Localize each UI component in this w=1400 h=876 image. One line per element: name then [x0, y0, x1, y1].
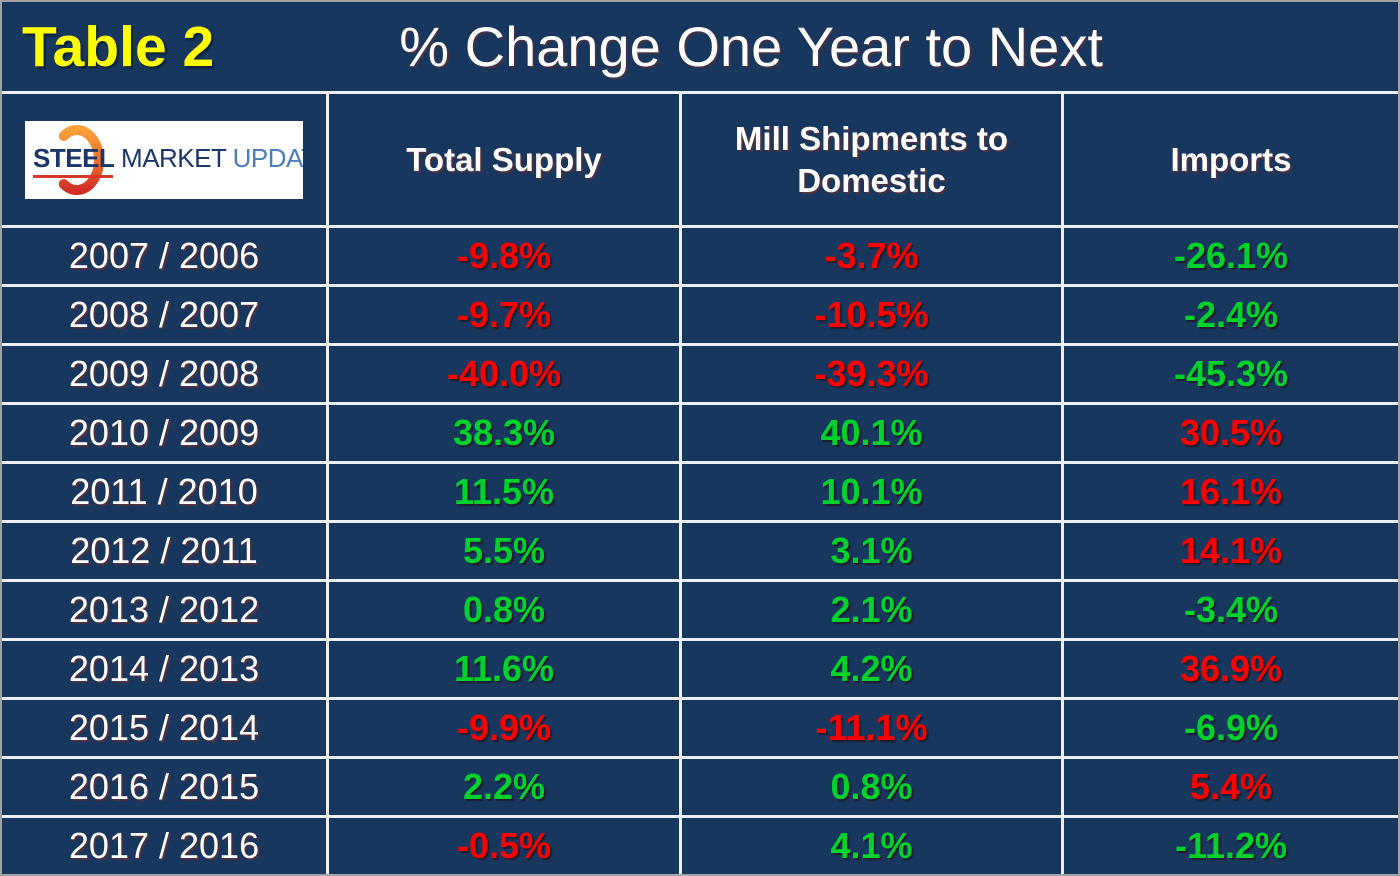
row-year-label: 2013 / 2012: [2, 582, 329, 638]
imports-value: -26.1%: [1173, 235, 1289, 276]
table-row: 2007 / 2006 -9.8% -3.7% -26.1%: [2, 228, 1398, 287]
column-header-total-supply: Total Supply: [329, 94, 682, 225]
table-row: 2009 / 2008 -40.0% -39.3% -45.3%: [2, 346, 1398, 405]
total-supply-value: 2.2%: [329, 759, 682, 815]
row-year-label: 2011 / 2010: [2, 464, 329, 520]
imports-value: -3.4%: [1183, 589, 1279, 630]
mill-shipments-value: -3.7%: [682, 228, 1064, 284]
page-title: % Change One Year to Next: [399, 15, 1103, 78]
logo-red-underline: [33, 174, 113, 178]
total-supply-value: -0.5%: [329, 818, 682, 874]
total-supply-value: -9.8%: [329, 228, 682, 284]
mill-shipments-value: 2.1%: [682, 582, 1064, 638]
mill-shipments-value: 3.1%: [682, 523, 1064, 579]
imports-value: 5.4%: [1189, 766, 1273, 807]
row-year-label: 2016 / 2015: [2, 759, 329, 815]
total-supply-value: -9.9%: [329, 700, 682, 756]
imports-value: -6.9%: [1183, 707, 1279, 748]
table-row: 2016 / 2015 2.2% 0.8% 5.4%: [2, 759, 1398, 818]
imports-value: -2.4%: [1183, 294, 1279, 335]
mill-shipments-value: 4.1%: [682, 818, 1064, 874]
mill-shipments-value: -39.3%: [682, 346, 1064, 402]
mill-shipments-value: -11.1%: [682, 700, 1064, 756]
row-year-label: 2015 / 2014: [2, 700, 329, 756]
row-year-label: 2009 / 2008: [2, 346, 329, 402]
mill-shipments-value: -10.5%: [682, 287, 1064, 343]
column-header-mill-shipments: Mill Shipments to Domestic: [682, 94, 1064, 225]
logo-word-market: MARKET: [121, 142, 226, 173]
title-bar: Table 2 % Change One Year to Next: [2, 2, 1398, 94]
imports-value: 30.5%: [1179, 412, 1283, 453]
table-row: 2011 / 2010 11.5% 10.1% 16.1%: [2, 464, 1398, 523]
steel-market-update-logo: STEEL MARKET UPDATE: [25, 120, 303, 199]
table-row: 2014 / 2013 11.6% 4.2% 36.9%: [2, 641, 1398, 700]
table-row: 2017 / 2016 -0.5% 4.1% -11.2%: [2, 818, 1398, 874]
mill-shipments-value: 0.8%: [682, 759, 1064, 815]
imports-value: 36.9%: [1179, 648, 1283, 689]
table-row: 2013 / 2012 0.8% 2.1% -3.4%: [2, 582, 1398, 641]
imports-value: -45.3%: [1173, 353, 1289, 394]
table-row: 2015 / 2014 -9.9% -11.1% -6.9%: [2, 700, 1398, 759]
row-year-label: 2017 / 2016: [2, 818, 329, 874]
total-supply-value: -40.0%: [329, 346, 682, 402]
table-row: 2012 / 2011 5.5% 3.1% 14.1%: [2, 523, 1398, 582]
table-number-label: Table 2: [22, 14, 215, 79]
row-year-label: 2007 / 2006: [2, 228, 329, 284]
imports-value: 14.1%: [1179, 530, 1283, 571]
logo-word-steel: STEEL: [33, 142, 115, 173]
row-year-label: 2010 / 2009: [2, 405, 329, 461]
row-year-label: 2012 / 2011: [2, 523, 329, 579]
imports-value: -11.2%: [1174, 825, 1288, 866]
logo-wordmark: STEEL MARKET UPDATE: [33, 145, 303, 171]
logo-word-update: UPDATE: [232, 142, 303, 173]
total-supply-value: 5.5%: [329, 523, 682, 579]
row-year-label: 2008 / 2007: [2, 287, 329, 343]
total-supply-value: 0.8%: [329, 582, 682, 638]
table-header-row: STEEL MARKET UPDATE Total Supply Mill Sh…: [2, 94, 1398, 228]
table-row: 2010 / 2009 38.3% 40.1% 30.5%: [2, 405, 1398, 464]
mill-shipments-value: 4.2%: [682, 641, 1064, 697]
table-row: 2008 / 2007 -9.7% -10.5% -2.4%: [2, 287, 1398, 346]
total-supply-value: -9.7%: [329, 287, 682, 343]
crescent-swoosh-icon: [58, 124, 104, 195]
mill-shipments-value: 10.1%: [682, 464, 1064, 520]
total-supply-value: 38.3%: [329, 405, 682, 461]
mill-shipments-value: 40.1%: [682, 405, 1064, 461]
total-supply-value: 11.5%: [329, 464, 682, 520]
total-supply-value: 11.6%: [329, 641, 682, 697]
logo-cell: STEEL MARKET UPDATE: [2, 94, 329, 225]
column-header-imports: Imports: [1170, 140, 1292, 178]
row-year-label: 2014 / 2013: [2, 641, 329, 697]
imports-value: 16.1%: [1179, 471, 1283, 512]
